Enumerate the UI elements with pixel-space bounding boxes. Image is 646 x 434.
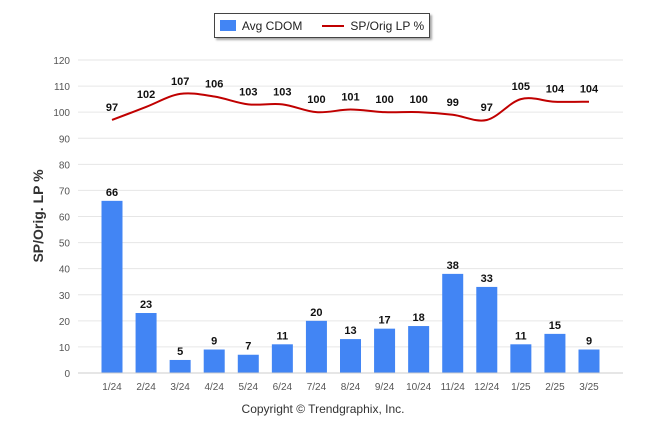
x-tick-label: 3/24 — [170, 382, 190, 393]
x-tick-label: 9/24 — [375, 382, 395, 393]
line-data-label: 100 — [375, 94, 393, 106]
legend-bar-swatch — [219, 20, 236, 31]
legend-line-swatch — [322, 24, 345, 27]
bar-data-label: 18 — [413, 312, 425, 324]
x-tick-label: 4/24 — [204, 382, 224, 393]
bar-data-label: 38 — [447, 260, 459, 272]
x-tick-label: 2/25 — [545, 382, 565, 393]
bar-data-label: 9 — [586, 336, 592, 348]
bar-data-label: 20 — [310, 307, 322, 319]
x-tick-label: 10/24 — [406, 382, 431, 393]
legend-bar-label: Avg CDOM — [241, 18, 303, 33]
bar-avg-cdom — [101, 200, 123, 373]
y-tick-label: 70 — [59, 186, 71, 197]
copyright-text: Copyright © Trendgraphix, Inc. — [241, 402, 405, 416]
bar-avg-cdom — [408, 326, 430, 373]
y-tick-label: 100 — [53, 108, 70, 119]
chart-legend: Avg CDOM SP/Orig LP % — [214, 13, 430, 38]
bar-data-label: 7 — [245, 341, 251, 353]
bar-data-label: 9 — [211, 336, 217, 348]
bar-avg-cdom — [374, 328, 396, 373]
bar-avg-cdom — [544, 333, 566, 373]
bar-avg-cdom — [135, 313, 157, 373]
bar-data-label: 11 — [277, 330, 289, 342]
x-tick-label: 5/24 — [239, 382, 259, 393]
x-tick-label: 1/24 — [102, 382, 122, 393]
y-tick-label: 120 — [53, 56, 70, 67]
y-tick-label: 0 — [64, 369, 70, 380]
bar-data-label: 66 — [106, 187, 118, 199]
bar-avg-cdom — [237, 354, 259, 373]
line-data-label: 104 — [580, 84, 599, 96]
y-tick-label: 10 — [59, 343, 71, 354]
y-tick-label: 50 — [59, 239, 71, 250]
bar-data-label: 11 — [515, 330, 527, 342]
x-tick-label: 12/24 — [474, 382, 499, 393]
line-data-label: 102 — [137, 89, 155, 101]
y-tick-label: 30 — [59, 291, 71, 302]
line-data-label: 103 — [273, 86, 291, 98]
x-tick-label: 2/24 — [136, 382, 156, 393]
bar-avg-cdom — [442, 273, 464, 373]
line-data-label: 107 — [171, 76, 189, 88]
line-data-label: 99 — [447, 97, 459, 109]
line-data-label: 97 — [481, 102, 493, 114]
bar-data-label: 23 — [140, 299, 152, 311]
bar-avg-cdom — [305, 320, 327, 373]
bar-avg-cdom — [340, 339, 361, 373]
bar-avg-cdom — [510, 344, 532, 373]
bar-data-label: 17 — [378, 315, 390, 327]
bar-avg-cdom — [271, 344, 293, 373]
y-tick-label: 40 — [59, 265, 71, 276]
line-data-label: 100 — [307, 94, 325, 106]
line-data-label: 100 — [409, 94, 427, 106]
x-tick-label: 8/24 — [341, 382, 361, 393]
y-tick-label: 90 — [59, 134, 71, 145]
line-data-label: 106 — [205, 79, 223, 91]
line-data-label: 105 — [512, 81, 530, 93]
bar-avg-cdom — [203, 349, 225, 373]
line-data-label: 97 — [106, 102, 118, 114]
y-tick-label: 110 — [54, 82, 70, 93]
bar-avg-cdom — [169, 359, 191, 373]
bar-avg-cdom — [578, 349, 600, 373]
x-tick-label: 3/25 — [579, 382, 599, 393]
y-tick-label: 60 — [59, 213, 71, 224]
bar-avg-cdom — [476, 286, 498, 373]
bar-data-label: 13 — [344, 325, 356, 337]
legend-item-sp-orig-lp[interactable]: SP/Orig LP % — [322, 19, 424, 33]
x-tick-label: 7/24 — [307, 382, 327, 393]
legend-item-avg-cdom[interactable]: Avg CDOM — [219, 18, 303, 33]
bar-data-label: 33 — [481, 273, 493, 285]
x-tick-label: 11/24 — [441, 382, 466, 393]
y-tick-label: 80 — [59, 160, 71, 171]
y-tick-label: 20 — [59, 317, 71, 328]
line-data-label: 103 — [239, 86, 257, 98]
legend-line-label: SP/Orig LP % — [350, 18, 425, 33]
x-tick-label: 6/24 — [273, 382, 293, 393]
line-data-label: 101 — [341, 92, 359, 104]
line-data-label: 104 — [546, 84, 565, 96]
bar-data-label: 5 — [177, 346, 183, 358]
line-sp-orig-lp — [111, 92, 590, 122]
x-tick-label: 1/25 — [511, 382, 531, 393]
bar-data-label: 15 — [549, 320, 561, 332]
